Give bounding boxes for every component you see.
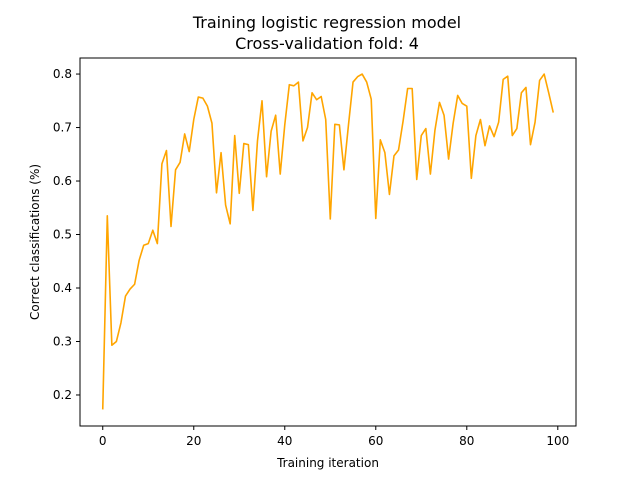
x-tick-label: 60 (368, 434, 383, 448)
y-axis-label: Correct classifications (%) (28, 164, 42, 320)
y-tick-label: 0.7 (53, 121, 72, 135)
x-axis: 0 20 40 60 80 100 (99, 426, 569, 448)
y-axis: 0.2 0.3 0.4 0.5 0.6 0.7 0.8 (53, 67, 80, 402)
plot-area (101, 73, 555, 410)
y-tick-label: 0.5 (53, 228, 72, 242)
x-tick-label: 40 (277, 434, 292, 448)
y-tick-label: 0.2 (53, 388, 72, 402)
series-line-0 (101, 73, 555, 410)
plot-frame (79, 57, 577, 427)
y-tick-label: 0.8 (53, 67, 72, 81)
chart-subtitle: Cross-validation fold: 4 (235, 34, 419, 53)
x-tick-label: 0 (99, 434, 107, 448)
x-tick-label: 20 (186, 434, 201, 448)
x-tick-label: 80 (459, 434, 474, 448)
chart-title: Training logistic regression model (192, 13, 461, 32)
y-tick-label: 0.6 (53, 174, 72, 188)
y-tick-label: 0.4 (53, 281, 72, 295)
x-tick-label: 100 (546, 434, 569, 448)
y-tick-label: 0.3 (53, 334, 72, 348)
x-axis-label: Training iteration (276, 456, 379, 470)
